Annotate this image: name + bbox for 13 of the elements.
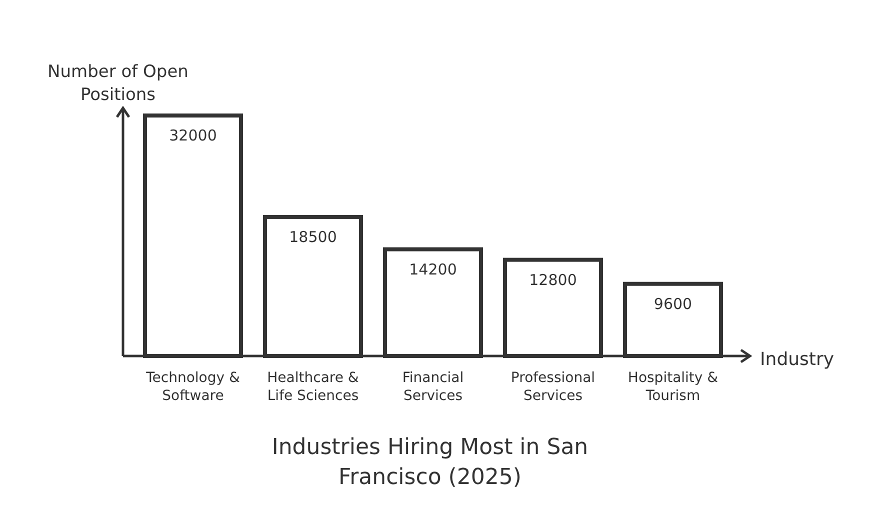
y-axis-title: Number of Open Positions (48, 62, 188, 105)
data-label: 18500 (289, 228, 337, 246)
x-axis-title: Industry (760, 349, 834, 370)
data-label: 14200 (409, 260, 457, 278)
data-label: 9600 (654, 294, 692, 313)
data-label: 12800 (529, 270, 577, 289)
x-tick-label: Financial Services (402, 370, 464, 404)
text: Industries Hiring Most in San Francisco (2025) (272, 435, 588, 490)
x-tick-label: Healthcare & Life Sciences (267, 370, 359, 404)
data-label: 32000 (169, 126, 217, 145)
x-tick-label: Hospitality & Tourism (628, 370, 718, 404)
x-tick-label: Technology & Software (145, 370, 240, 404)
x-tick-label: Professional Services (510, 370, 596, 404)
